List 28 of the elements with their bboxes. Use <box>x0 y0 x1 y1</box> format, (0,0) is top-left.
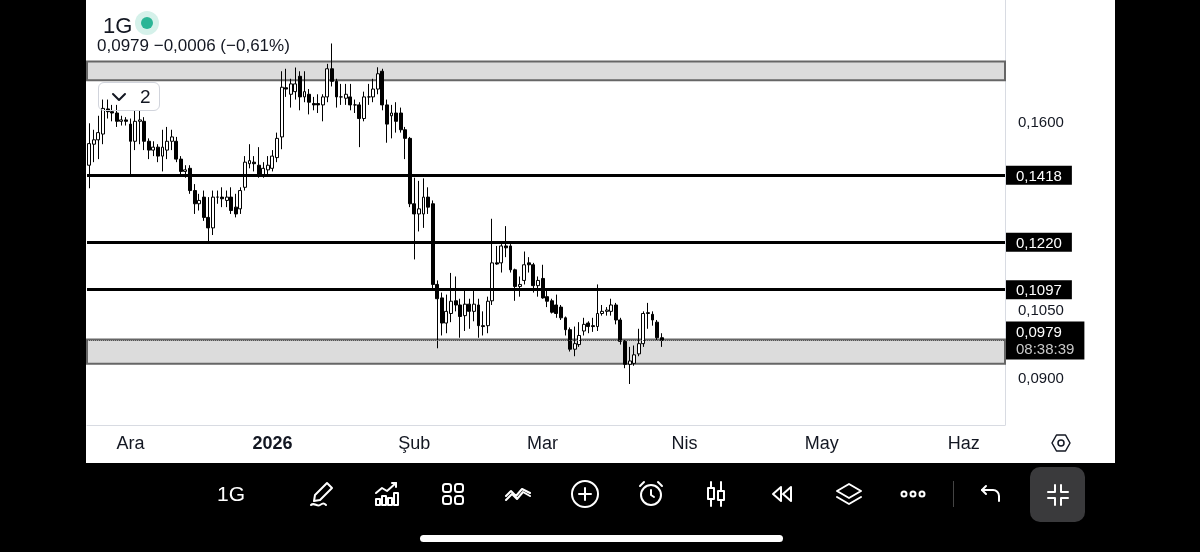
candlestick <box>344 83 348 106</box>
candlestick <box>582 317 586 336</box>
ref-line-label: 0,1418 <box>1016 166 1062 184</box>
annotation: 2 <box>140 86 151 108</box>
candlestick <box>280 70 284 150</box>
ref-line-label: 0,1220 <box>1016 233 1062 251</box>
y-tick-label: 0,0900 <box>1018 369 1064 387</box>
x-tick-label: 2026 <box>252 433 293 453</box>
y-tick-label: 0,1050 <box>1018 300 1064 318</box>
candlestick <box>238 186 242 215</box>
ref-line-label: 0,1097 <box>1016 281 1062 299</box>
y-tick-label: 0,1600 <box>1018 112 1064 130</box>
x-tick-label: Ara <box>116 433 146 453</box>
candlestick <box>651 310 654 327</box>
x-tick-label: Mar <box>527 433 559 453</box>
dropdown-button: 2 <box>98 82 160 111</box>
candlestick <box>367 83 371 106</box>
x-tick-label: Nis <box>671 433 698 453</box>
x-tick-label: Şub <box>398 433 431 453</box>
text: 08:38:39 <box>1016 340 1075 358</box>
candlestick <box>348 83 352 111</box>
x-tick-label: Haz <box>947 433 980 453</box>
candlestick <box>312 96 316 111</box>
x-tick-label: May <box>804 433 839 453</box>
text: 1G <box>103 12 133 38</box>
text: 1G <box>217 482 246 506</box>
ref-line-label: 0,0979 <box>1016 323 1062 341</box>
annotation: 0,0979 −0,0006 (−0,61%) <box>97 36 290 56</box>
